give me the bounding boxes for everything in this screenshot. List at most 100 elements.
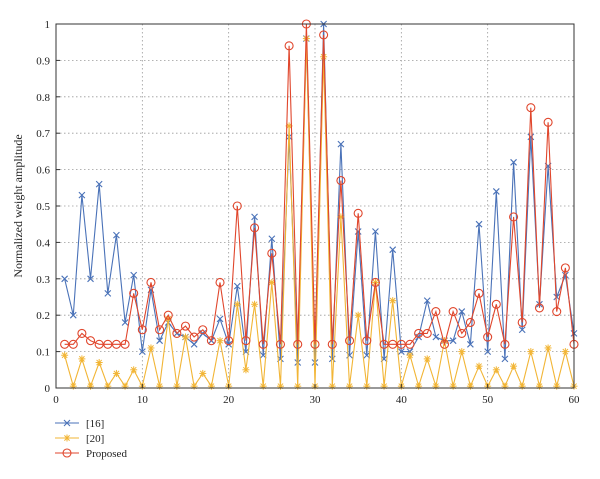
legend-item: [16]: [55, 418, 104, 430]
data-point: [354, 311, 362, 319]
data-point: [293, 339, 303, 349]
data-point: [147, 344, 155, 352]
y-tick-label: 0.1: [36, 347, 50, 359]
y-tick-label: 0.8: [36, 92, 50, 104]
data-point: [484, 348, 492, 355]
data-point: [500, 339, 510, 349]
data-point: [146, 277, 156, 287]
data-point: [61, 275, 69, 283]
data-point: [319, 30, 329, 40]
tick-labels: 0 10 20 30 40 50 60 0 0.1 0.2 0.3 0.4 0.5 0.6 0.7 0.8 0.…: [36, 19, 580, 406]
data-point: [544, 344, 552, 352]
data-point: [346, 382, 354, 390]
data-point: [189, 332, 199, 342]
data-point: [224, 336, 234, 346]
data-point: [310, 339, 320, 349]
data-point: [526, 103, 536, 113]
data-point: [216, 315, 224, 323]
data-point: [94, 339, 104, 349]
data-point: [232, 201, 242, 211]
data-point: [518, 382, 526, 390]
data-point: [414, 328, 424, 338]
legend-label: Proposed: [86, 448, 127, 460]
data-point: [475, 220, 483, 228]
x-tick-label: 40: [396, 394, 408, 406]
data-point: [113, 231, 120, 239]
data-point: [130, 366, 138, 374]
data-point: [501, 355, 509, 363]
data-point: [466, 382, 474, 390]
data-point: [156, 382, 164, 390]
data-point: [363, 382, 371, 390]
legend-marker: [62, 448, 72, 458]
data-point: [449, 337, 457, 345]
data-point: [215, 277, 225, 287]
y-axis-label: Normalized weight amplitude: [11, 134, 25, 277]
legend-label: [16]: [86, 418, 104, 430]
data-point: [190, 340, 198, 348]
data-point: [61, 351, 69, 359]
x-tick-label: 60: [569, 394, 581, 406]
data-point: [535, 382, 543, 390]
data-point: [344, 336, 355, 346]
data-point: [104, 382, 112, 390]
data-point: [336, 175, 346, 186]
data-point: [362, 336, 372, 346]
data-point: [483, 332, 493, 342]
y-tick-label: 0.3: [36, 274, 50, 286]
data-point: [534, 303, 545, 313]
data-point: [379, 339, 389, 349]
data-point: [389, 297, 397, 305]
data-point: [207, 382, 215, 390]
x-tick-label: 0: [53, 394, 59, 406]
data-point: [241, 336, 251, 346]
data-point: [561, 348, 569, 356]
data-point: [95, 359, 103, 367]
data-point: [552, 307, 562, 317]
data-point: [68, 339, 78, 349]
y-tick-label: 0.6: [36, 165, 50, 177]
series-2: [60, 19, 579, 349]
data-point: [69, 382, 77, 390]
data-point: [173, 382, 181, 390]
data-point: [457, 328, 467, 338]
data-point: [397, 348, 405, 355]
data-point: [294, 382, 302, 390]
x-tick-label: 30: [310, 394, 322, 406]
data-point: [112, 369, 120, 377]
data-point: [380, 382, 388, 390]
data-point: [465, 317, 475, 328]
data-point: [78, 191, 86, 199]
data-point: [449, 382, 457, 390]
data-point: [120, 339, 130, 349]
data-point: [206, 336, 216, 346]
data-point: [180, 321, 191, 331]
y-tick-label: 0: [45, 383, 51, 395]
data-point: [431, 307, 441, 317]
data-point: [85, 336, 96, 346]
data-point: [423, 355, 431, 363]
data-point: [155, 325, 165, 335]
grid-lines: [56, 24, 574, 388]
data-point: [560, 263, 570, 273]
data-point: [475, 362, 483, 370]
y-tick-label: 0.9: [36, 55, 50, 67]
data-point: [353, 208, 363, 218]
data-point: [553, 382, 561, 390]
data-point: [415, 382, 423, 390]
data-point: [198, 325, 208, 335]
legend-marker: [63, 434, 71, 442]
data-point: [491, 299, 501, 309]
data-point: [268, 235, 276, 243]
data-point: [182, 333, 189, 341]
data-point: [432, 382, 440, 390]
legend-marker: [63, 419, 71, 427]
x-tick-label: 50: [482, 394, 494, 406]
legend-item: [20]: [55, 433, 104, 445]
data-point: [251, 213, 258, 221]
data-point: [370, 277, 380, 287]
data-point: [510, 362, 518, 370]
data-point: [163, 310, 173, 320]
data-point: [103, 339, 113, 349]
data-point: [130, 271, 138, 279]
